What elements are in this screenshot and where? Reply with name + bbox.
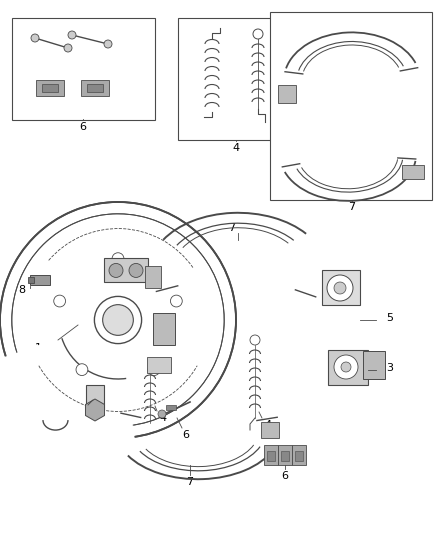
Bar xyxy=(281,451,289,461)
Polygon shape xyxy=(85,399,105,421)
Circle shape xyxy=(334,282,346,294)
Bar xyxy=(12,18,155,120)
Circle shape xyxy=(112,253,124,264)
Bar xyxy=(264,445,278,465)
Circle shape xyxy=(64,44,72,52)
Circle shape xyxy=(148,364,160,376)
Circle shape xyxy=(341,362,351,372)
Text: 8: 8 xyxy=(18,285,25,295)
Bar xyxy=(278,85,296,103)
Circle shape xyxy=(104,40,112,48)
Bar xyxy=(278,445,292,465)
Circle shape xyxy=(334,355,358,379)
Text: 6: 6 xyxy=(183,430,190,440)
Circle shape xyxy=(68,31,76,39)
Circle shape xyxy=(12,214,224,426)
Circle shape xyxy=(0,202,236,438)
Bar xyxy=(178,18,295,140)
Bar xyxy=(328,350,368,385)
Bar xyxy=(36,80,64,96)
Bar xyxy=(147,357,171,373)
Text: 7: 7 xyxy=(349,202,356,212)
Circle shape xyxy=(31,34,39,42)
Wedge shape xyxy=(0,320,135,444)
Circle shape xyxy=(129,263,143,278)
Text: 1: 1 xyxy=(35,343,42,353)
Circle shape xyxy=(109,263,123,278)
Circle shape xyxy=(102,305,133,335)
Bar xyxy=(42,84,58,92)
Bar xyxy=(86,385,104,410)
Circle shape xyxy=(95,296,141,344)
Bar xyxy=(81,80,109,96)
Text: 6: 6 xyxy=(80,122,86,132)
Circle shape xyxy=(253,29,263,39)
Text: 5: 5 xyxy=(386,313,393,323)
Bar xyxy=(87,84,103,92)
Circle shape xyxy=(170,295,182,307)
Circle shape xyxy=(54,295,66,307)
Circle shape xyxy=(158,410,166,418)
Text: 2: 2 xyxy=(74,403,81,413)
Text: 4: 4 xyxy=(233,143,240,153)
Bar xyxy=(28,277,34,283)
Bar xyxy=(363,351,385,379)
Bar xyxy=(270,12,432,200)
Text: 7: 7 xyxy=(187,477,194,487)
Bar xyxy=(261,422,279,438)
Text: 4: 4 xyxy=(159,413,166,423)
Bar xyxy=(166,405,176,410)
Text: 4: 4 xyxy=(265,420,272,430)
Text: 3: 3 xyxy=(386,363,393,373)
Bar xyxy=(295,451,303,461)
Bar xyxy=(267,451,275,461)
Circle shape xyxy=(76,364,88,376)
Bar xyxy=(30,275,50,285)
Circle shape xyxy=(250,335,260,345)
Circle shape xyxy=(327,275,353,301)
Text: 6: 6 xyxy=(282,471,289,481)
Bar xyxy=(153,313,175,345)
Text: 7: 7 xyxy=(229,223,236,233)
Bar xyxy=(322,270,360,305)
Bar xyxy=(292,445,306,465)
Bar xyxy=(145,266,161,288)
Bar xyxy=(104,259,148,282)
Bar xyxy=(402,165,424,179)
